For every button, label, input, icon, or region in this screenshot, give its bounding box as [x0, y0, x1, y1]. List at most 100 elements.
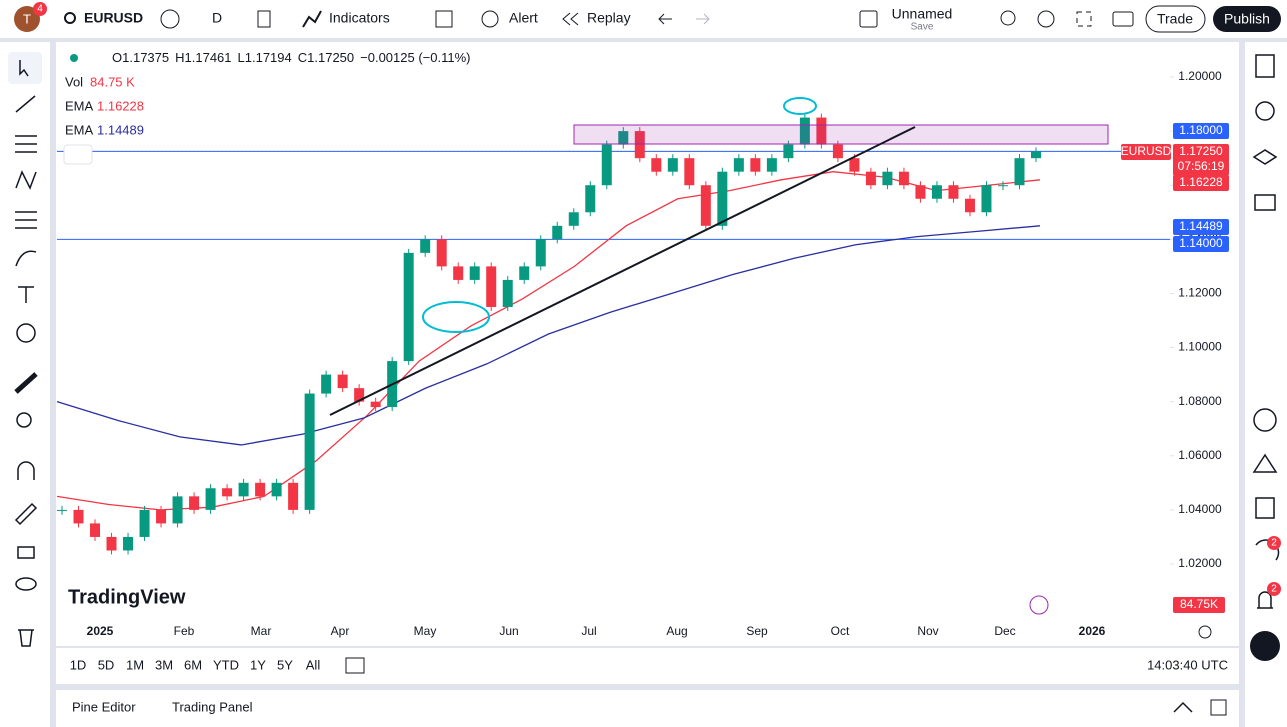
range-bar — [56, 648, 1239, 684]
chats[interactable] — [1254, 194, 1276, 211]
time-label: Apr — [331, 624, 350, 638]
emoji-tool[interactable] — [16, 323, 36, 343]
price-tag-text: 1.14000 — [1179, 236, 1223, 250]
cursor-tool[interactable] — [19, 60, 29, 77]
ideas[interactable] — [1252, 453, 1278, 473]
trendline[interactable] — [329, 126, 916, 416]
target[interactable] — [1253, 408, 1277, 432]
settings[interactable] — [1037, 10, 1055, 28]
axis-settings[interactable] — [1198, 625, 1212, 639]
candle — [849, 158, 860, 172]
indicators[interactable]: Indicators — [329, 10, 390, 26]
collapse-panel[interactable] — [1173, 701, 1193, 713]
range-button[interactable]: 1Y — [250, 657, 266, 672]
badge-text: 2 — [1271, 584, 1277, 595]
candle — [453, 266, 464, 280]
redo[interactable] — [696, 13, 710, 25]
range-button[interactable]: 1D — [70, 657, 87, 672]
templates[interactable] — [435, 10, 453, 28]
go-to-date[interactable] — [345, 657, 365, 674]
add-symbol[interactable] — [160, 9, 180, 29]
calendar[interactable] — [1255, 497, 1275, 519]
maximize-panel[interactable] — [1210, 699, 1227, 716]
layout-name[interactable]: Unnamed — [892, 6, 953, 22]
trade-button[interactable] — [1145, 5, 1206, 33]
price-tag — [1173, 219, 1229, 235]
badge-text: 4 — [37, 4, 43, 15]
range-button[interactable]: 6M — [184, 657, 202, 672]
badge-text: 2 — [1271, 538, 1277, 549]
symbol[interactable]: EURUSD — [84, 10, 143, 26]
circle-drawing[interactable] — [783, 97, 817, 115]
delete-tool[interactable] — [18, 629, 34, 647]
candle — [354, 388, 365, 402]
alerts[interactable] — [1255, 101, 1275, 121]
candle — [733, 158, 744, 172]
lock-tool[interactable] — [17, 546, 35, 559]
brush-tool[interactable] — [15, 250, 37, 267]
alert[interactable]: Alert — [509, 10, 538, 26]
candle — [222, 488, 233, 497]
candle — [717, 171, 728, 226]
save[interactable]: Save — [911, 22, 934, 33]
time-label: Aug — [666, 624, 687, 638]
magnet-tool[interactable] — [17, 461, 35, 480]
price-tag-text: 1.18000 — [1179, 123, 1223, 137]
symbol-tag — [1121, 144, 1171, 160]
range-button[interactable]: All — [306, 657, 321, 672]
avatar[interactable] — [14, 6, 40, 32]
layout-icon[interactable] — [859, 10, 878, 28]
top-bar — [0, 0, 1287, 38]
price-label: 1.02000 — [1178, 556, 1222, 570]
event-marker[interactable] — [1029, 595, 1049, 615]
stay-drawing[interactable] — [14, 502, 38, 526]
publish: Publish — [1224, 11, 1270, 27]
tab[interactable]: Pine Editor — [72, 699, 136, 714]
undo[interactable] — [658, 13, 672, 25]
range-button[interactable]: 5Y — [277, 657, 293, 672]
fib-tool[interactable] — [15, 135, 37, 153]
candle — [106, 536, 117, 551]
screenshot[interactable] — [1112, 11, 1134, 27]
interval[interactable]: D — [212, 10, 222, 26]
candle — [931, 185, 942, 199]
watchlist[interactable] — [1255, 54, 1275, 78]
quick-search[interactable] — [1000, 10, 1016, 26]
hide-tool[interactable] — [15, 577, 37, 591]
volume-label: Vol — [65, 74, 83, 89]
text-tool[interactable] — [18, 286, 34, 303]
range-button[interactable]: 5D — [98, 657, 115, 672]
price-label: 1.08000 — [1178, 394, 1222, 408]
zoom-tool[interactable] — [16, 412, 32, 428]
forecast-tool[interactable] — [15, 211, 37, 229]
time-label: Mar — [251, 624, 272, 638]
candle — [321, 374, 332, 394]
publish-button[interactable] — [1213, 6, 1281, 32]
clock[interactable]: 14:03:40 UTC — [1147, 657, 1228, 672]
pattern-tool[interactable] — [15, 170, 37, 190]
drawing-tools — [8, 52, 42, 647]
collapse-legend[interactable] — [63, 144, 93, 165]
replay[interactable]: Replay — [587, 10, 631, 26]
search-icon — [64, 12, 76, 24]
candle — [469, 266, 480, 280]
measure-tool[interactable] — [14, 372, 38, 394]
candle — [898, 171, 909, 186]
range-button[interactable]: YTD — [213, 657, 239, 672]
apps[interactable] — [1250, 631, 1280, 661]
range-button[interactable]: 3M — [155, 657, 173, 672]
notifications[interactable] — [1257, 591, 1273, 609]
fullscreen[interactable] — [1076, 11, 1092, 27]
tab[interactable]: Trading Panel — [172, 699, 253, 714]
time-label: 2026 — [1079, 624, 1106, 638]
layers[interactable] — [1252, 149, 1278, 165]
chart-type[interactable] — [257, 10, 271, 28]
price-label: 1.20000 — [1178, 69, 1222, 83]
bottom-panel — [56, 690, 1239, 727]
tool-active — [8, 52, 42, 84]
candle — [948, 185, 959, 199]
circle-drawing[interactable] — [422, 301, 490, 333]
resistance-zone[interactable] — [573, 124, 1109, 145]
range-button[interactable]: 1M — [126, 657, 144, 672]
line-tool[interactable] — [15, 95, 36, 113]
